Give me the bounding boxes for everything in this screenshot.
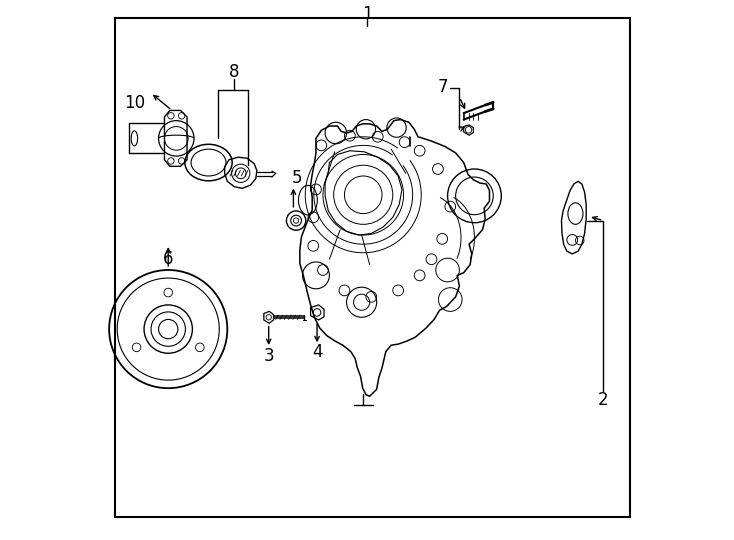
Text: 6: 6	[163, 250, 173, 268]
Text: 1: 1	[362, 5, 372, 23]
Text: 4: 4	[312, 343, 322, 361]
Text: 8: 8	[228, 63, 239, 82]
Text: 5: 5	[292, 168, 302, 187]
Text: 7: 7	[438, 78, 448, 96]
Text: 10: 10	[124, 94, 145, 112]
Text: 3: 3	[264, 347, 274, 365]
Text: 2: 2	[598, 391, 608, 409]
